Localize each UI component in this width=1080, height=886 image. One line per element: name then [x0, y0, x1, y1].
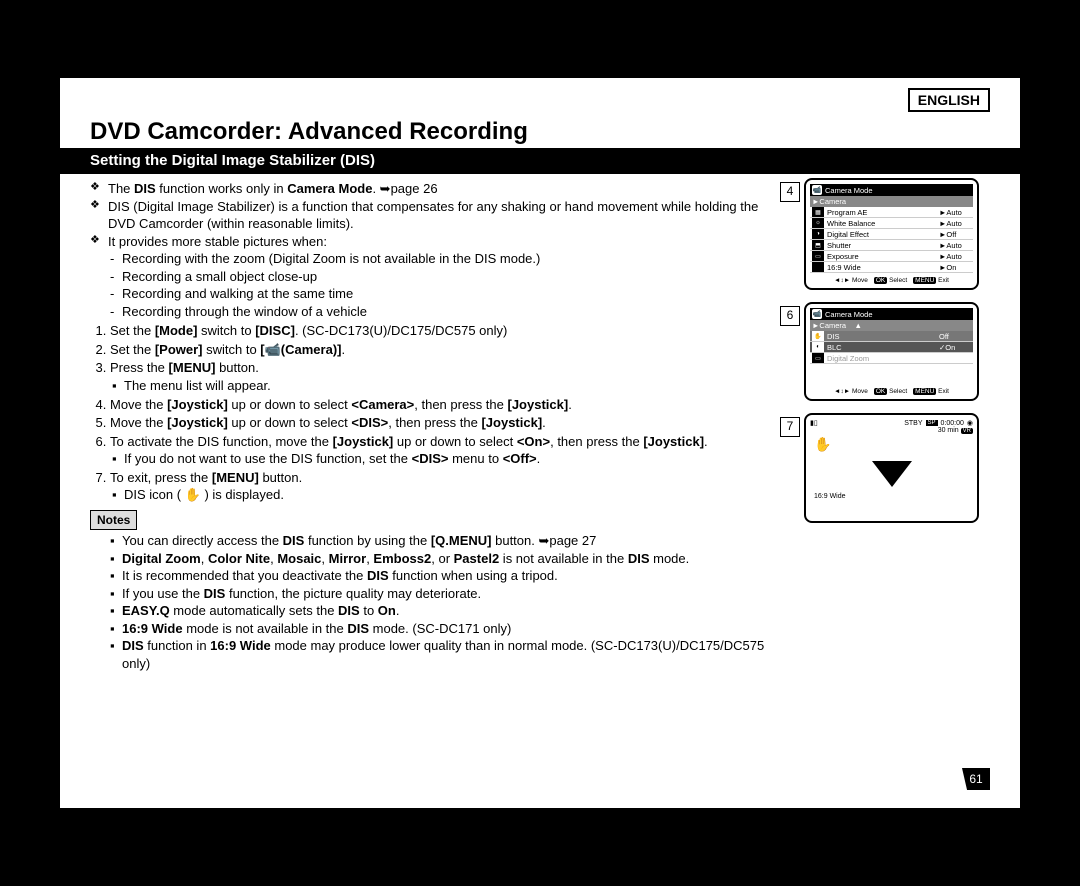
- step-6: To activate the DIS function, move the […: [110, 433, 770, 468]
- note-6: 16:9 Wide mode is not available in the D…: [122, 620, 770, 638]
- note-4: If you use the DIS function, the picture…: [122, 585, 770, 603]
- note-2: Digital Zoom, Color Nite, Mosaic, Mirror…: [122, 550, 770, 568]
- step-number-4: 4: [780, 182, 800, 202]
- step-3: Press the [MENU] button. The menu list w…: [110, 359, 770, 394]
- page-number: 61: [962, 768, 990, 790]
- page-title: DVD Camcorder: Advanced Recording: [90, 118, 1020, 146]
- battery-icon: ▮▯: [810, 419, 818, 427]
- note-7: DIS function in 16:9 Wide mode may produ…: [122, 637, 770, 672]
- illustration-column: 4 📹Camera Mode ►Camera ▦Program AE►Auto☼…: [780, 178, 990, 672]
- step-4: Move the [Joystick] up or down to select…: [110, 396, 770, 414]
- screen-7: ▮▯ STBY SP 0:00:00 ◉ 30 min VR ✋: [804, 413, 979, 523]
- play-triangle-icon: [872, 461, 912, 487]
- screen-4: 📹Camera Mode ►Camera ▦Program AE►Auto☼Wh…: [804, 178, 979, 290]
- step-1: Set the [Mode] switch to [DISC]. (SC-DC1…: [110, 322, 770, 340]
- manual-page: ENGLISH DVD Camcorder: Advanced Recordin…: [60, 78, 1020, 808]
- step-number-7: 7: [780, 417, 800, 437]
- intro-line-3: It provides more stable pictures when: R…: [108, 233, 770, 321]
- intro-line-1: The DIS function works only in Camera Mo…: [108, 180, 770, 198]
- step-5: Move the [Joystick] up or down to select…: [110, 414, 770, 432]
- text-column: The DIS function works only in Camera Mo…: [90, 178, 770, 672]
- screen-6: 📹Camera Mode ►Camera ▲ ✋DISOff◐BLC✓On▭Di…: [804, 302, 979, 401]
- step-7: To exit, press the [MENU] button. DIS ic…: [110, 469, 770, 504]
- language-label: ENGLISH: [908, 88, 990, 112]
- notes-label: Notes: [90, 510, 137, 530]
- note-3: It is recommended that you deactivate th…: [122, 567, 770, 585]
- note-1: You can directly access the DIS function…: [122, 532, 770, 550]
- intro-line-2: DIS (Digital Image Stabilizer) is a func…: [108, 198, 770, 233]
- step-2: Set the [Power] switch to [📹(Camera)].: [110, 341, 770, 359]
- step-number-6: 6: [780, 306, 800, 326]
- note-5: EASY.Q mode automatically sets the DIS t…: [122, 602, 770, 620]
- subtitle-bar: Setting the Digital Image Stabilizer (DI…: [60, 148, 1020, 174]
- dis-hand-icon: ✋: [814, 436, 973, 453]
